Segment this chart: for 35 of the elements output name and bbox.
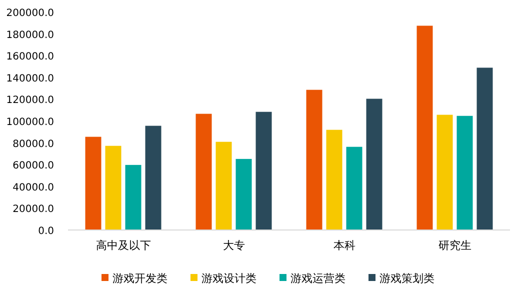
legend-label: 游戏开发类 [112,272,168,285]
y-tick-label: 60000.0 [12,160,54,172]
bar [125,164,142,230]
bar [366,98,382,230]
bar [145,126,162,230]
bar [326,130,342,230]
y-tick-label: 40000.0 [12,182,54,194]
bar [105,146,122,230]
x-tick-label: 高中及以下 [96,239,151,252]
y-tick-label: 120000.0 [6,95,54,106]
x-tick-label: 大专 [222,239,245,252]
x-tick-label: 本科 [333,239,356,252]
y-tick-label: 0.0 [38,226,54,237]
bar [436,114,453,230]
y-tick-label: 200000.0 [6,8,54,19]
x-tick-label: 研究生 [438,239,472,252]
y-tick-label: 80000.0 [12,138,54,150]
bar [196,114,212,230]
bar [416,26,433,230]
bar [216,142,232,230]
legend-label: 游戏策划类 [380,272,434,285]
legend-label: 游戏运营类 [290,272,346,285]
y-tick-label: 100000.0 [6,117,54,128]
y-tick-label: 20000.0 [12,204,54,216]
bar [85,136,102,230]
bar [476,68,493,230]
y-tick-label: 160000.0 [6,52,54,63]
y-tick-label: 140000.0 [6,73,54,84]
bar [306,90,322,230]
bar [346,146,362,230]
bar [256,112,272,230]
bar [236,158,252,230]
bar [456,116,473,230]
y-tick-label: 180000.0 [6,30,54,41]
legend-label: 游戏设计类 [202,272,256,285]
